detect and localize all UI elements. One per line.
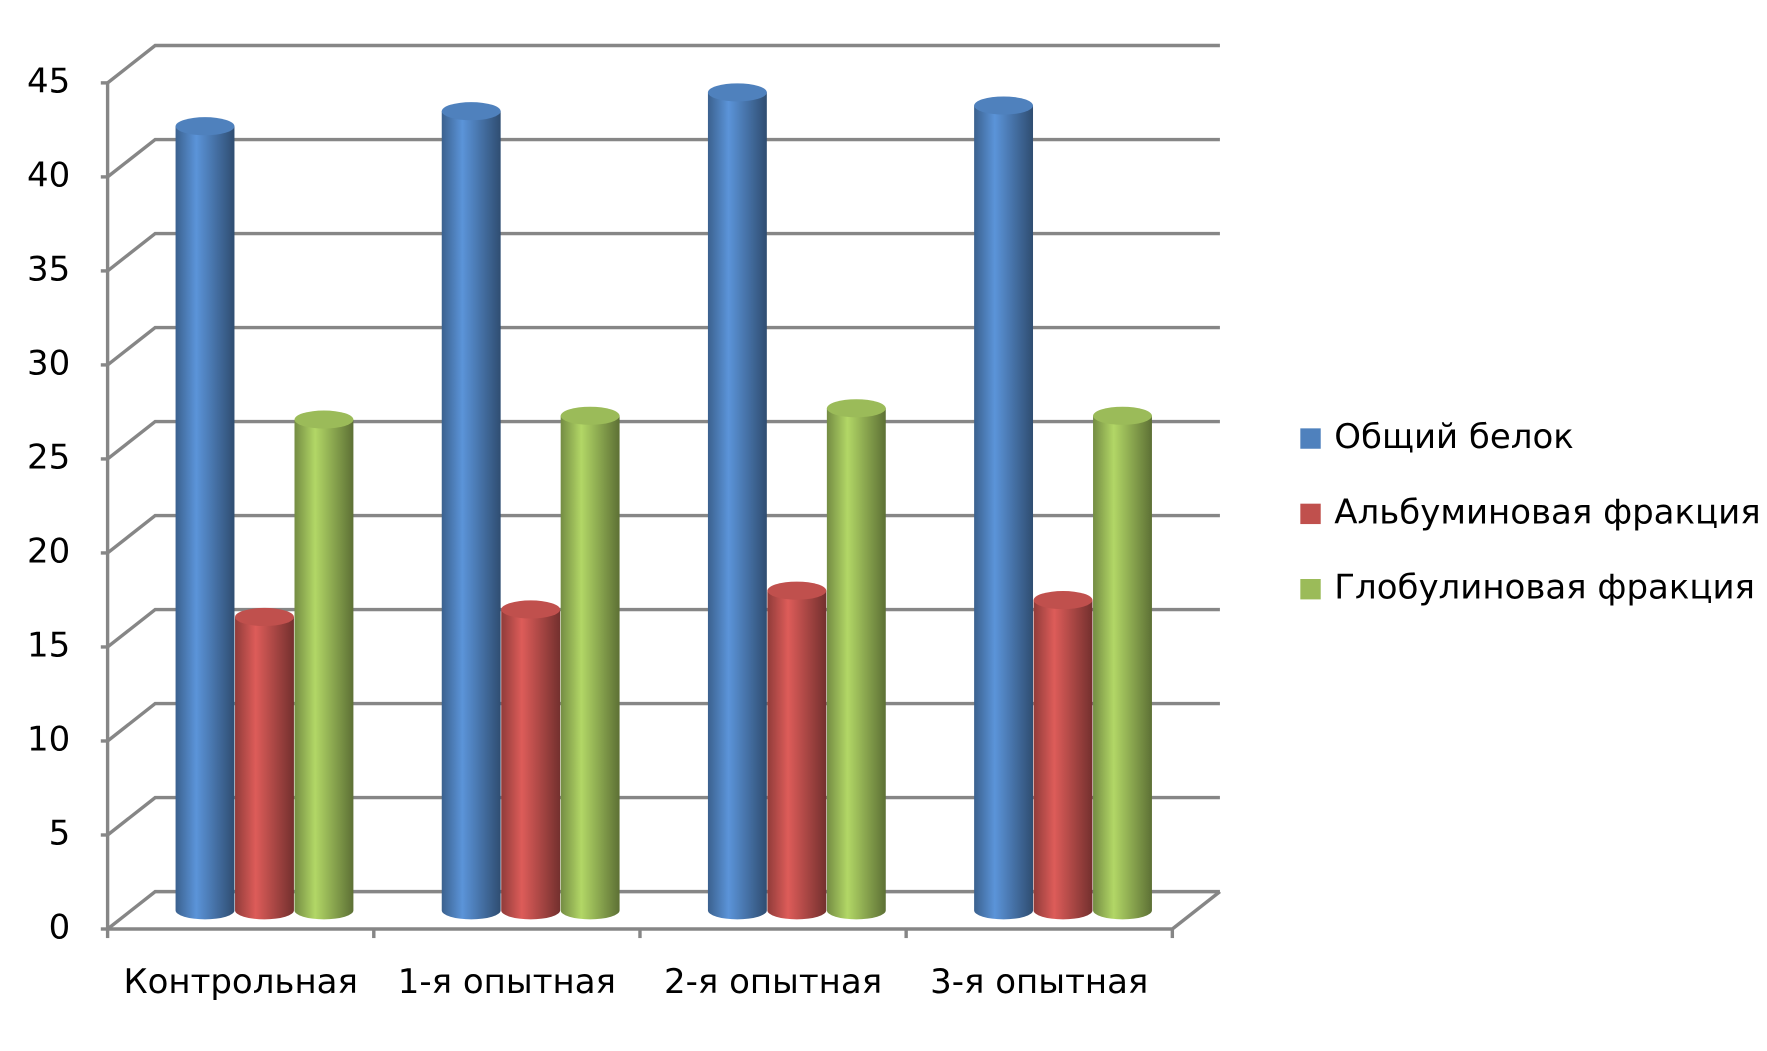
x-tick-label: 2-я опытная	[664, 962, 882, 1002]
y-tick-label: 35	[27, 249, 70, 289]
legend-swatch	[1300, 503, 1321, 525]
bar	[707, 83, 767, 920]
bar	[974, 96, 1034, 920]
bar	[767, 581, 827, 920]
grid-line	[106, 325, 1220, 367]
y-tick-label: 10	[27, 719, 70, 759]
legend-label: Альбуминовая фракция	[1334, 492, 1760, 532]
grid-line	[106, 137, 1220, 179]
y-tick-label: 45	[27, 61, 70, 101]
bar	[1033, 591, 1093, 920]
bar	[175, 117, 235, 920]
y-tick-label: 0	[49, 908, 71, 948]
y-tick-label: 40	[27, 155, 70, 195]
x-tick-label: Контрольная	[123, 962, 357, 1002]
y-tick-label: 30	[27, 343, 70, 383]
legend-swatch	[1300, 428, 1321, 449]
grid-line	[106, 43, 1220, 85]
y-tick-label: 20	[27, 531, 70, 571]
bar	[235, 607, 294, 920]
bar	[441, 102, 501, 920]
legend-label: Общий белок	[1334, 417, 1574, 457]
bar	[826, 399, 886, 920]
y-tick-label: 5	[49, 813, 71, 853]
x-tick-label: 1-я опытная	[398, 962, 616, 1002]
legend-label: Глобулиновая фракция	[1334, 568, 1755, 608]
y-tick-label: 25	[27, 437, 70, 477]
bar	[560, 406, 620, 920]
y-tick-label: 15	[27, 625, 70, 665]
bar	[1093, 406, 1152, 920]
grid-line	[106, 231, 1220, 273]
legend-swatch	[1300, 579, 1321, 600]
x-tick-label: 3-я опытная	[930, 962, 1148, 1002]
grid-line	[106, 419, 1220, 461]
grid-line	[106, 513, 1220, 555]
bar	[294, 410, 354, 920]
bar	[501, 600, 561, 920]
